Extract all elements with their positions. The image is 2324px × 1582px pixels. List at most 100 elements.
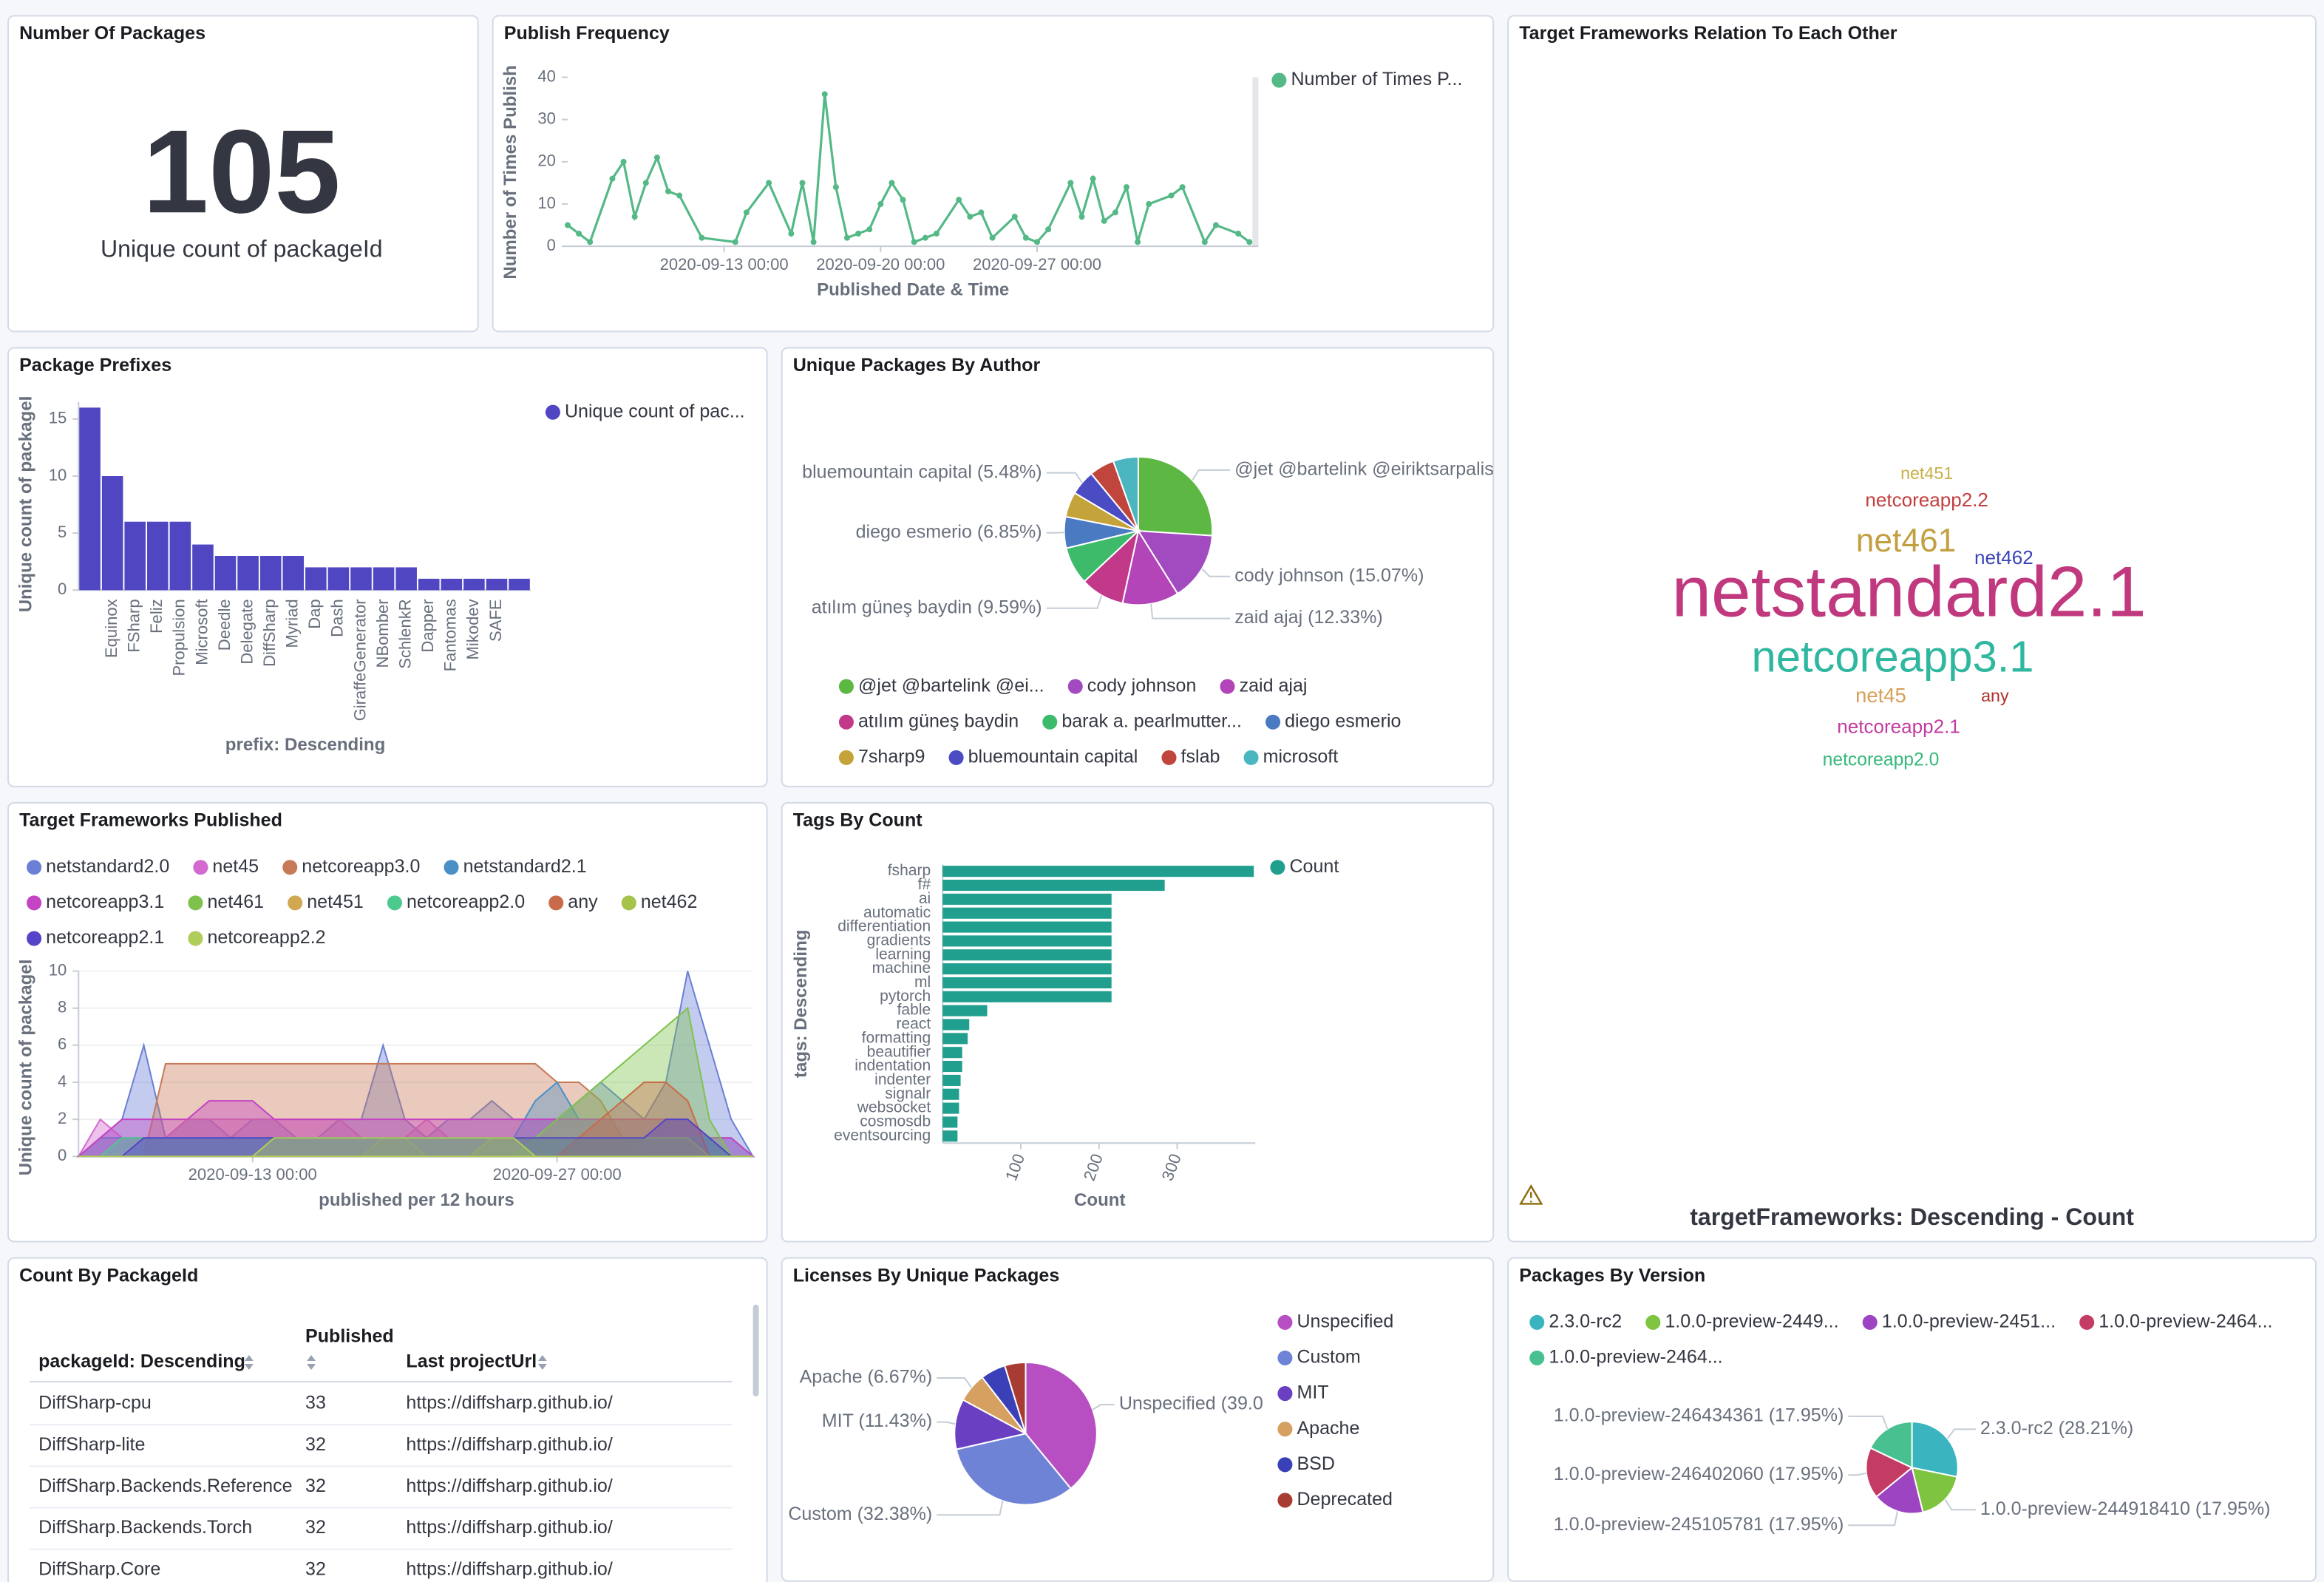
point (843, 234, 850, 241)
bar (395, 567, 417, 591)
word: net45 (1855, 684, 1906, 707)
legend-dot (948, 750, 964, 765)
point (576, 230, 582, 237)
legend-dot (444, 860, 459, 875)
slice-label: 1.0.0-preview-245105781 (17.95%) (1554, 1514, 1844, 1535)
pie-slice (1869, 1421, 1913, 1469)
table-cell: 32 (305, 1558, 326, 1579)
legend-dot (27, 895, 42, 911)
warning-icon (1519, 1184, 1543, 1205)
point (743, 209, 750, 216)
point (1090, 175, 1096, 182)
slice-label: zaid ajaj (12.33%) (1234, 607, 1382, 628)
leader-line (1848, 1472, 1867, 1476)
pie-slice (1911, 1421, 1959, 1478)
panel-title: Tags By Count (793, 810, 923, 831)
bar (942, 907, 1112, 919)
y-tick-label: 15 (49, 409, 67, 427)
legend-label: Unspecified (1297, 1311, 1393, 1331)
legend-dot (621, 895, 636, 911)
table-cell: DiffSharp-lite (38, 1434, 145, 1455)
bar (942, 949, 1112, 961)
table-cell: DiffSharp.Backends.Reference (38, 1476, 292, 1496)
bar (942, 893, 1112, 905)
legend-label: Number of Times P... (1291, 69, 1462, 89)
legend-dot (282, 860, 298, 875)
point (978, 209, 985, 216)
point (821, 91, 828, 98)
table-cell: DiffSharp-cpu (38, 1393, 152, 1413)
scrollbar[interactable] (752, 1304, 759, 1397)
point (1123, 184, 1129, 191)
x-tick-label: SAFE (486, 599, 505, 642)
x-tick-label: Equinox (102, 599, 120, 658)
panel-title: Packages By Version (1519, 1265, 1705, 1286)
slice-label: diego esmerio (6.85%) (856, 521, 1042, 542)
leader-line (1046, 472, 1083, 483)
bar (79, 407, 101, 591)
pie-slice (954, 1399, 1028, 1450)
panel (7, 15, 479, 333)
bar (942, 1033, 968, 1045)
legend-dot (1529, 1350, 1545, 1365)
x-axis-label: Count (1074, 1190, 1125, 1210)
point (732, 239, 738, 245)
legend-dot (1277, 1457, 1293, 1473)
leader-line (1848, 1415, 1889, 1430)
y-tick-label: 4 (58, 1072, 67, 1090)
y-tick-label: ml (914, 974, 931, 991)
point (967, 214, 974, 220)
panel-title: Target Frameworks Published (19, 810, 282, 831)
y-tick-label: cosmosdb (860, 1113, 931, 1130)
x-tick-label: Microsoft (192, 599, 211, 665)
table-cell: 33 (305, 1393, 326, 1413)
legend-dot (1265, 714, 1281, 730)
y-tick-label: f# (918, 876, 931, 893)
point (653, 155, 660, 161)
legend-label: net462 (641, 892, 698, 912)
slice-label: Unspecified (39.0 (1119, 1393, 1263, 1414)
legend-dot (838, 714, 854, 730)
slice-label: Custom (32.38%) (788, 1504, 932, 1524)
legend-dot (1277, 1350, 1293, 1365)
point (877, 200, 884, 207)
bar (942, 977, 1112, 988)
point (676, 192, 683, 199)
point (788, 230, 795, 237)
brush-bar (1252, 77, 1259, 247)
y-tick-label: react (896, 1016, 931, 1033)
legend-label: 1.0.0-preview-2464... (1549, 1347, 1722, 1368)
legend-dot (1277, 1314, 1293, 1330)
legend-dot (1529, 1314, 1545, 1330)
x-axis-label: prefix: Descending (225, 735, 385, 755)
point (855, 230, 862, 237)
y-tick-label: eventsourcing (834, 1127, 931, 1144)
pie-slice (1137, 529, 1214, 595)
panel-content: Packages By Version 2.3.0-rc2 (28.21%) 1.0… (1519, 1265, 2272, 1535)
x-axis-label: Published Date & Time (817, 280, 1009, 300)
panel-title: Publish Frequency (504, 23, 670, 44)
bar (942, 991, 1112, 1002)
bar (942, 1019, 970, 1031)
legend-label: @jet @bartelink @ei... (858, 675, 1044, 696)
legend-label: netcoreapp3.0 (302, 856, 420, 877)
point (889, 180, 895, 186)
word: netstandard2.1 (1672, 553, 2147, 632)
legend-label: fslab (1181, 747, 1220, 767)
y-tick-label: pytorch (880, 988, 931, 1005)
y-tick-label: 10 (49, 960, 67, 979)
bar (942, 1061, 962, 1073)
legend-label: 1.0.0-preview-2464... (2099, 1311, 2272, 1331)
column-header: Last projectUrl (406, 1351, 537, 1372)
y-tick-label: 20 (537, 152, 556, 170)
y-tick-label: 10 (49, 466, 67, 484)
y-axis-label: Number of Times Publish (500, 65, 520, 279)
table-cell: https://diffsharp.github.io/ (406, 1434, 612, 1455)
y-tick-label: 2 (58, 1109, 67, 1127)
table-cell: 32 (305, 1517, 326, 1538)
pie-slice (1865, 1447, 1914, 1498)
legend-label: net451 (307, 892, 364, 912)
y-axis-label: Unique count of packageI (16, 396, 35, 613)
